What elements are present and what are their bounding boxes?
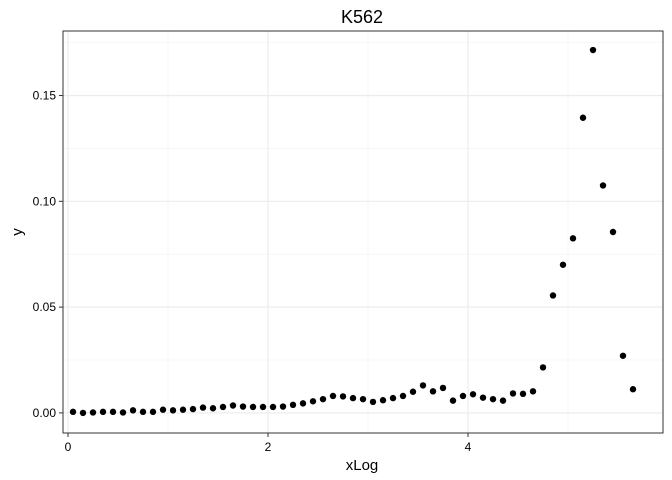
chart-title: K562 (341, 7, 383, 27)
data-point (89, 409, 97, 416)
data-point (459, 392, 467, 400)
plot-panel-border (62, 30, 664, 434)
y-tick-label: 0.10 (33, 194, 57, 208)
data-point (199, 404, 207, 411)
data-point (469, 391, 477, 398)
y-tick-label: 0.15 (33, 89, 57, 103)
data-point (579, 114, 587, 121)
data-point (259, 403, 267, 411)
data-point (489, 395, 497, 403)
data-point (629, 386, 637, 393)
data-point (189, 405, 197, 413)
data-point (299, 400, 307, 407)
data-point (149, 408, 157, 416)
data-point (519, 390, 527, 398)
data-point (239, 403, 247, 410)
x-axis-title: xLog (346, 457, 379, 474)
data-point (429, 388, 437, 395)
data-point (79, 409, 87, 417)
data-point (309, 398, 317, 405)
data-point (339, 393, 347, 400)
data-point (389, 394, 397, 402)
data-point (419, 382, 427, 389)
data-points (69, 46, 637, 417)
data-point (539, 364, 547, 371)
data-point (119, 409, 127, 416)
data-point (609, 228, 617, 236)
data-point (249, 403, 257, 411)
data-point (349, 394, 357, 402)
y-tick-label: 0.05 (33, 300, 57, 314)
data-point (289, 401, 297, 409)
data-point (399, 392, 407, 400)
data-point (169, 407, 177, 414)
data-point (589, 46, 597, 54)
data-point (129, 407, 137, 414)
data-point (499, 397, 507, 404)
data-point (559, 261, 567, 268)
data-point (619, 352, 627, 359)
data-point (369, 398, 377, 406)
data-point (219, 403, 227, 411)
y-axis-title: y (9, 228, 26, 236)
data-point (529, 388, 537, 395)
minor-gridlines (63, 31, 663, 433)
data-point (359, 395, 367, 403)
data-point (439, 384, 447, 392)
x-axis-ticks: 0 2 4 (65, 433, 472, 454)
data-point (409, 388, 417, 395)
data-point (139, 408, 147, 416)
data-point (99, 408, 107, 416)
data-point (599, 182, 607, 189)
data-point (329, 392, 337, 400)
data-point (569, 235, 577, 242)
data-point (379, 397, 387, 404)
data-point (229, 402, 237, 409)
data-point (449, 397, 457, 404)
data-point (179, 406, 187, 413)
data-point (109, 408, 117, 416)
y-axis-ticks: 0.00 0.05 0.10 0.15 (33, 89, 63, 420)
x-tick-label: 2 (265, 440, 272, 454)
data-point (209, 405, 217, 412)
data-point (159, 406, 167, 413)
y-tick-label: 0.00 (33, 406, 57, 420)
data-point (69, 408, 77, 416)
data-point (509, 390, 517, 397)
data-point (549, 292, 557, 299)
x-tick-label: 0 (65, 440, 72, 454)
x-tick-label: 4 (465, 440, 472, 454)
data-point (319, 395, 327, 403)
data-point (479, 394, 487, 401)
data-point (279, 403, 287, 410)
data-point (269, 403, 277, 411)
